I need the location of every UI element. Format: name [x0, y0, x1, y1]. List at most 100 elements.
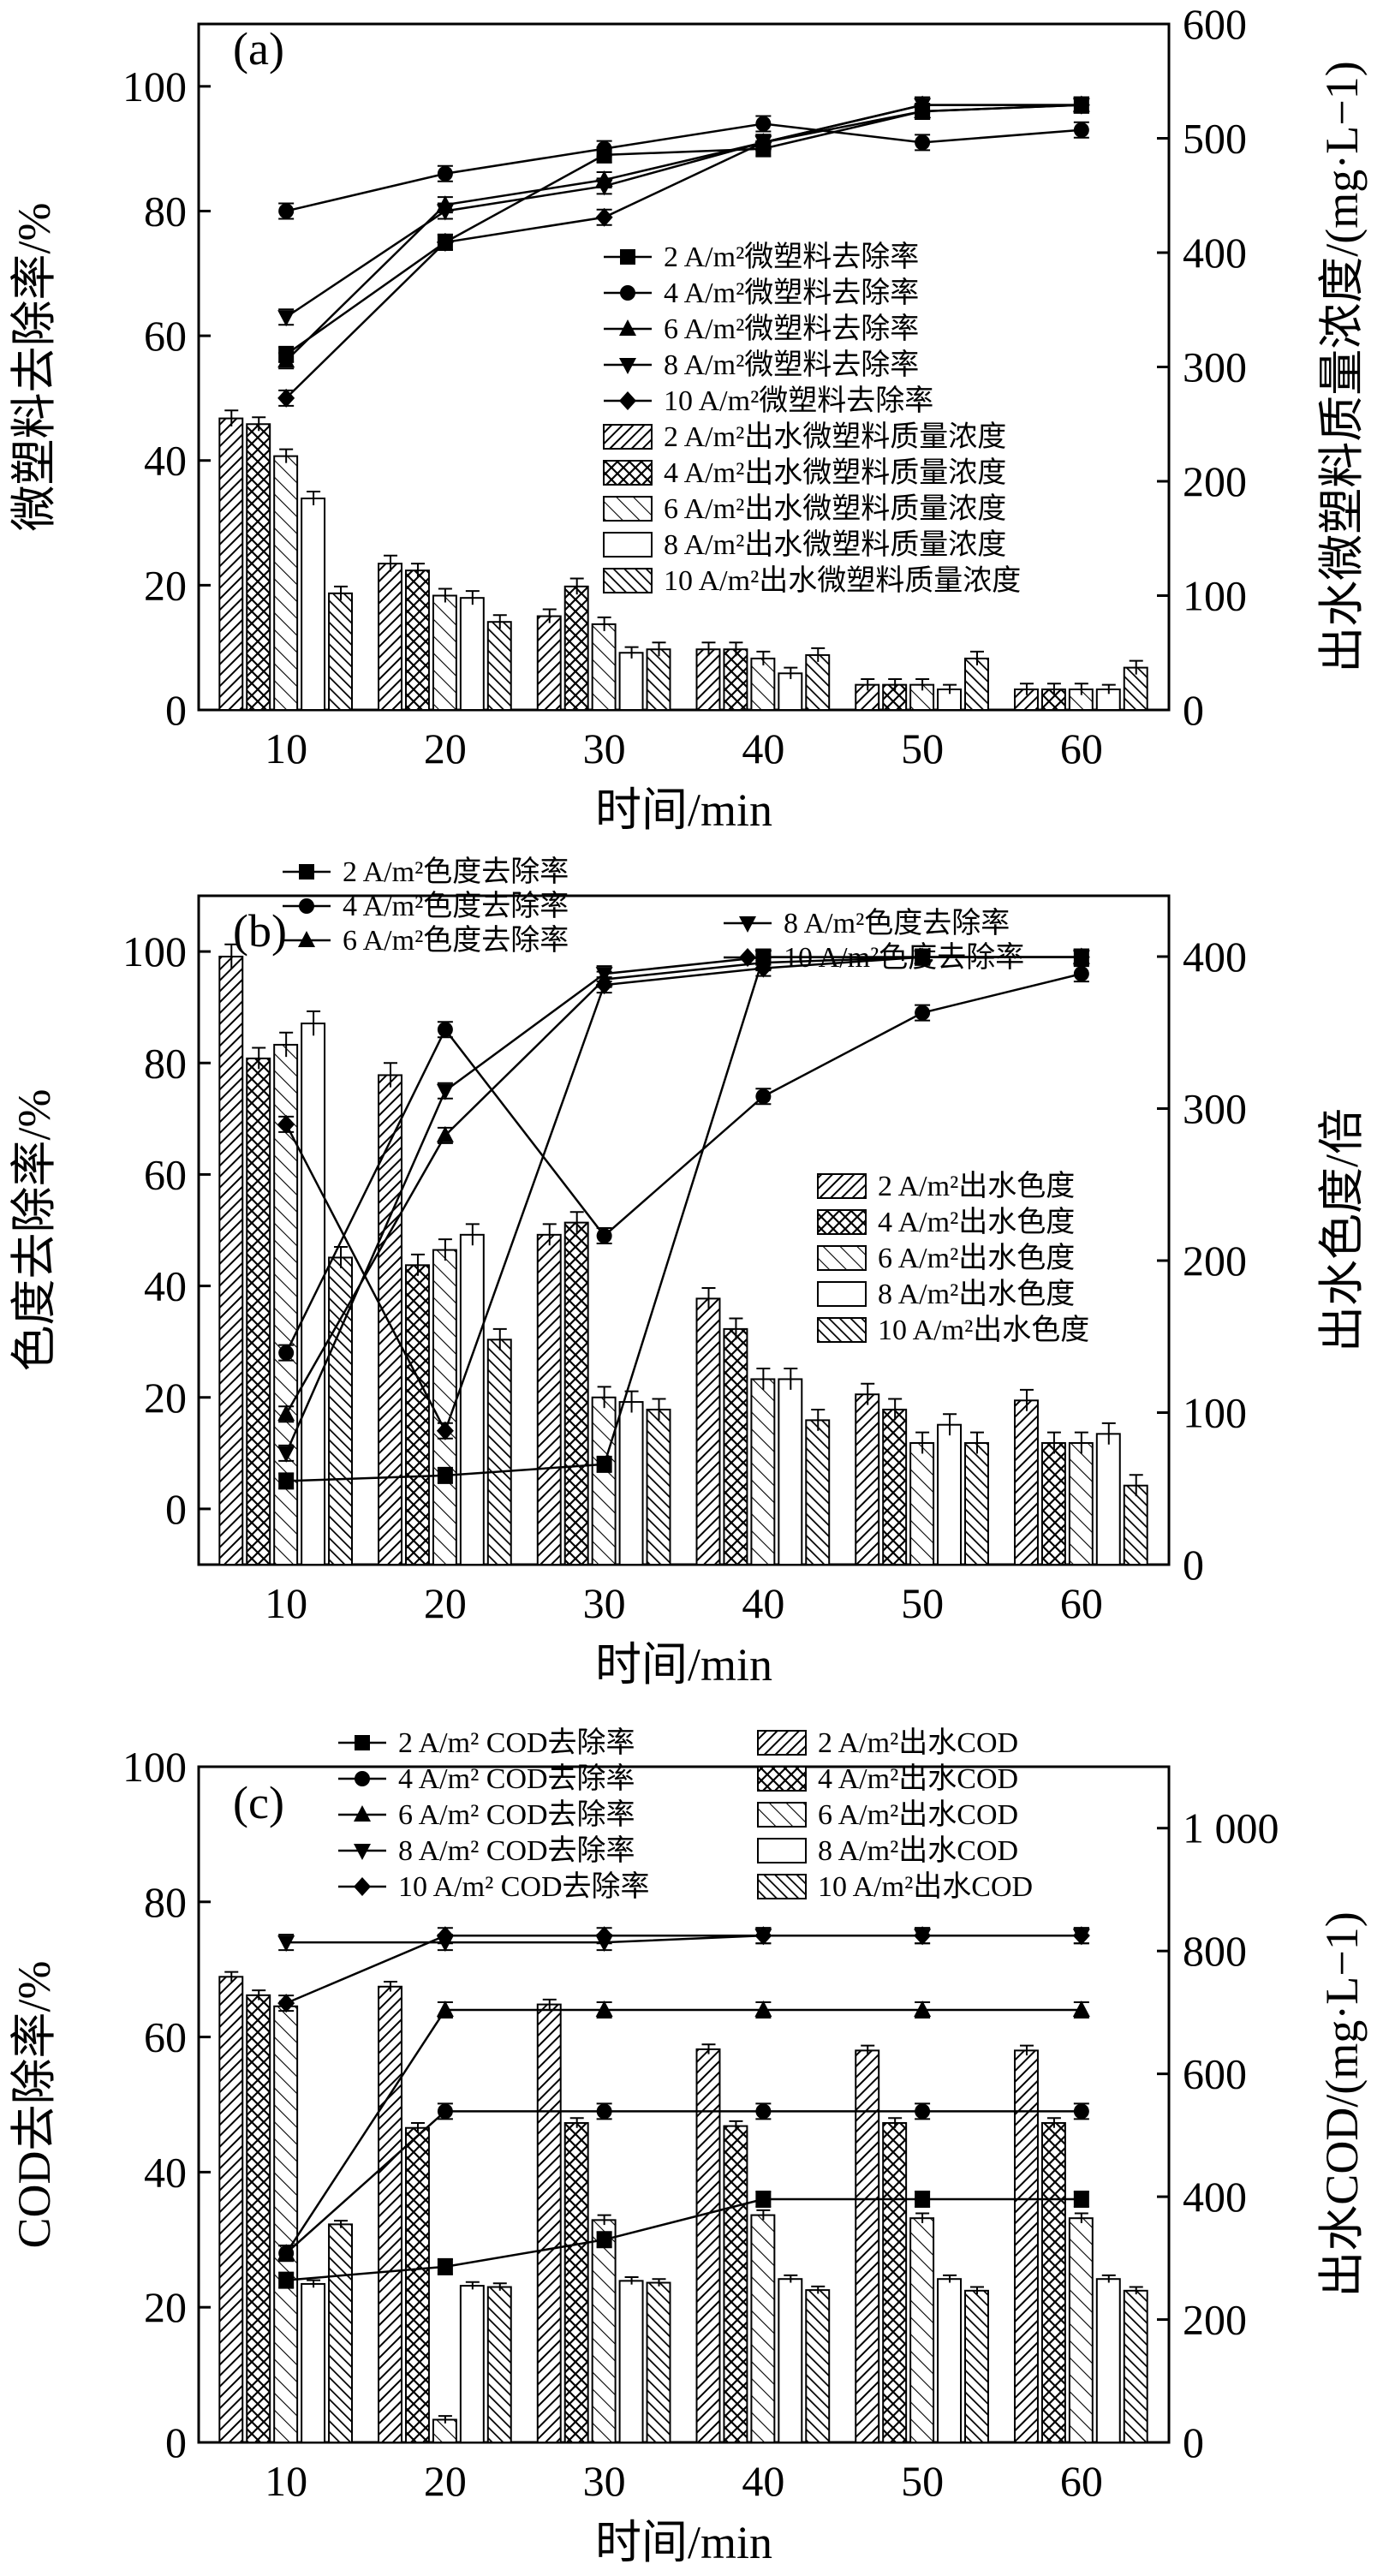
bar: [301, 498, 326, 712]
data-point: [277, 2244, 295, 2261]
data-point: [436, 2001, 454, 2018]
legend-bar-swatch: [757, 1730, 807, 1756]
bar: [486, 1339, 512, 1566]
legend-label: 8 A/m²微塑料去除率: [664, 349, 919, 381]
data-point: [278, 2272, 295, 2288]
bar: [618, 652, 644, 711]
x-tick-label: 40: [742, 2457, 784, 2505]
legend-label: 2 A/m²出水微塑料质量浓度: [664, 420, 1006, 453]
series-line: [285, 2008, 1082, 2254]
bar: [805, 1419, 831, 1565]
legend-marker: [619, 319, 636, 336]
bar: [695, 2048, 721, 2444]
data-point: [914, 1926, 932, 1946]
y-tick-label: 40: [144, 1262, 187, 1310]
data-point: [595, 975, 613, 995]
legend-marker: [299, 898, 314, 914]
legend-bar-swatch: [757, 1874, 807, 1899]
x-axis-label: 时间/min: [595, 1639, 772, 1690]
legend-marker: [355, 1771, 370, 1786]
legend-label: 8 A/m²出水色度: [878, 1278, 1075, 1310]
data-point: [1072, 1926, 1090, 1946]
data-point: [278, 1345, 295, 1361]
bar: [378, 1074, 402, 1565]
x-tick-label: 30: [583, 1579, 626, 1627]
bar: [937, 1423, 963, 1565]
legend-marker: [355, 1735, 370, 1750]
bar: [964, 1442, 989, 1565]
x-tick-label: 40: [742, 724, 784, 772]
bar: [855, 1393, 880, 1565]
bar: [646, 1408, 671, 1565]
bar: [273, 455, 299, 711]
bar: [301, 2282, 326, 2443]
bar: [218, 956, 244, 1565]
legend-bar-swatch: [603, 568, 653, 593]
y-tick-label: 60: [144, 312, 187, 360]
x-tick-label: 20: [424, 724, 467, 772]
panel-tag: (c): [233, 1777, 284, 1828]
bar: [1040, 2122, 1066, 2443]
data-point: [436, 232, 454, 252]
data-point: [595, 2001, 613, 2018]
y2-tick-label: 0: [1183, 1541, 1204, 1589]
bar: [750, 1378, 776, 1565]
legend-label: 10 A/m² COD去除率: [398, 1870, 650, 1903]
data-point: [915, 2191, 931, 2207]
plot-frame: [197, 1765, 1171, 2444]
legend-bar-swatch: [757, 1838, 807, 1863]
legend-marker: [354, 1805, 371, 1822]
y2-tick-label: 500: [1183, 115, 1247, 163]
data-point: [437, 1022, 453, 1038]
bar: [723, 1327, 748, 1565]
y2-tick-label: 400: [1183, 229, 1247, 277]
bar: [328, 592, 354, 712]
series-line: [285, 972, 1082, 1354]
data-point: [436, 1421, 454, 1440]
bar: [695, 648, 721, 711]
data-point: [278, 1473, 295, 1489]
legend-label: 10 A/m²出水色度: [878, 1314, 1089, 1346]
bar: [432, 1249, 457, 1565]
legend-bar-swatch: [757, 1802, 807, 1828]
legend-marker: [619, 358, 636, 374]
bar: [805, 653, 831, 711]
data-point: [437, 2258, 453, 2275]
data-point: [277, 388, 295, 408]
legend-label: 6 A/m² COD去除率: [398, 1798, 635, 1831]
bar: [591, 1396, 617, 1565]
legend-label: 6 A/m²微塑料去除率: [664, 313, 919, 345]
bar: [563, 585, 589, 711]
data-point: [595, 179, 613, 196]
plot-frame: [197, 894, 1171, 1566]
legend-label: 10 A/m²微塑料去除率: [664, 385, 933, 417]
data-point: [436, 1125, 454, 1142]
legend-bar-swatch: [817, 1173, 867, 1199]
legend-marker: [620, 249, 635, 265]
bar: [964, 2289, 989, 2444]
legend-label: 10 A/m²出水微塑料质量浓度: [664, 564, 1021, 597]
bar: [1123, 1484, 1148, 1565]
bar: [563, 1221, 589, 1565]
series-line: [285, 1935, 1082, 2005]
y2-tick-label: 100: [1183, 1389, 1247, 1437]
legend-label: 6 A/m²出水COD: [818, 1798, 1018, 1831]
bar: [646, 2281, 671, 2443]
data-point: [754, 2001, 772, 2018]
bar: [778, 2278, 803, 2444]
legend-marker: [354, 1844, 371, 1860]
legend-label: 10 A/m²色度去除率: [784, 941, 1024, 974]
legend-label: 4 A/m²微塑料去除率: [664, 277, 919, 309]
data-point: [277, 1114, 295, 1134]
x-tick-label: 30: [583, 724, 626, 772]
data-point: [595, 1926, 613, 1946]
panel-b: 0 20 40 60 80 100 0 100 200 300 400 10 20 30 40 50 60 时间/…: [9, 856, 1368, 1690]
legend-label: 6 A/m²出水色度: [878, 1242, 1075, 1274]
y-tick-label: 60: [144, 2013, 187, 2061]
legend-bar-swatch: [603, 460, 653, 486]
x-tick-label: 10: [265, 1579, 307, 1627]
bar: [328, 2223, 354, 2443]
legend-bar-swatch: [817, 1317, 867, 1343]
data-point: [277, 1404, 295, 1422]
data-point: [437, 1467, 453, 1483]
